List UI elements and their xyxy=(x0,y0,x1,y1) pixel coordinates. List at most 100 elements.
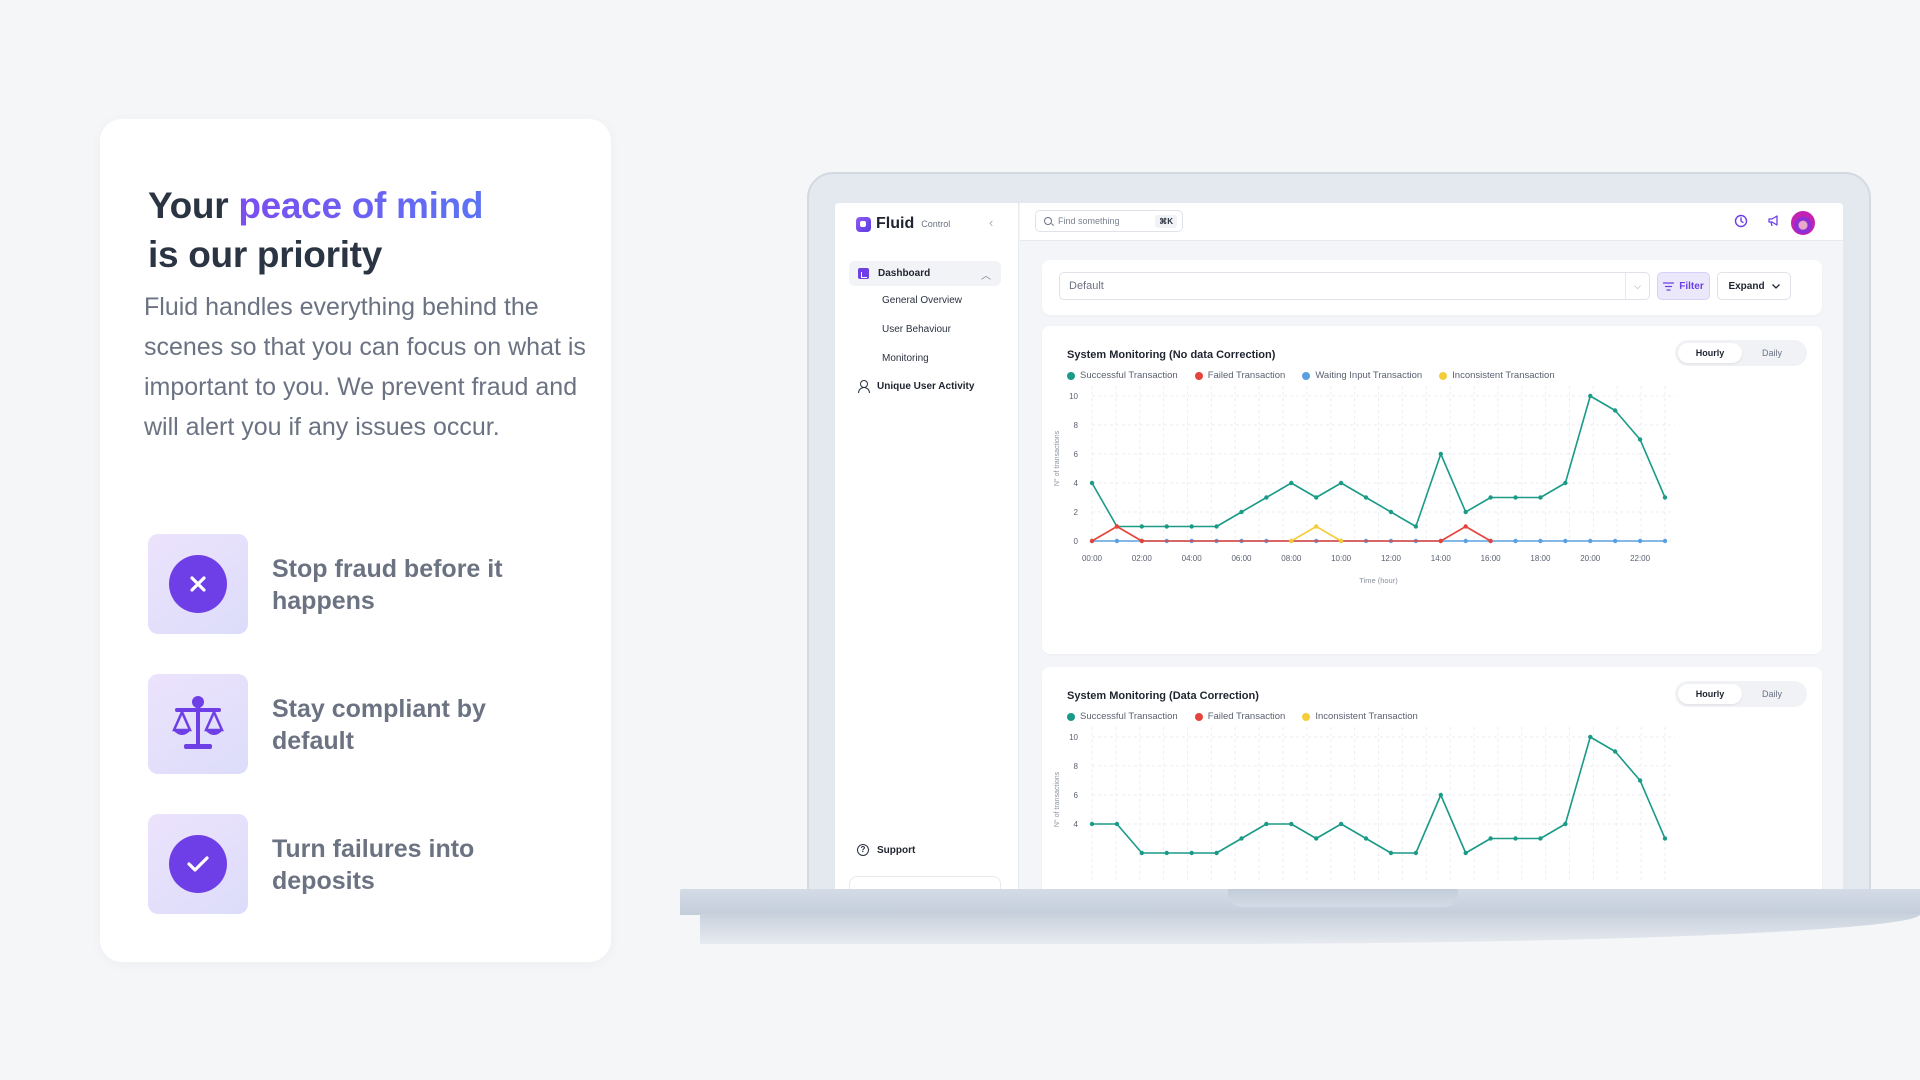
expand-button-label: Expand xyxy=(1728,280,1765,292)
sidebar-item-general-overview[interactable]: General Overview xyxy=(882,295,963,306)
topbar: ⌘K xyxy=(1020,203,1843,241)
brand-name: Fluid xyxy=(876,215,915,232)
scale-icon xyxy=(172,696,224,749)
legend-item[interactable]: Waiting Input Transaction xyxy=(1302,370,1422,381)
data-point xyxy=(1289,821,1294,827)
toggle-hourly[interactable]: Hourly xyxy=(1678,684,1742,704)
data-point xyxy=(1363,495,1369,500)
sidebar-footer[interactable] xyxy=(849,876,1001,889)
expand-button[interactable]: Expand xyxy=(1717,272,1791,300)
data-point xyxy=(1513,836,1518,841)
intro-text: Fluid handles everything behind the scen… xyxy=(144,293,586,441)
sidebar-item-unique-user-activity[interactable]: Unique User Activity xyxy=(857,380,974,393)
headline-accent: peace of mind xyxy=(238,185,484,226)
y-tick-label: 6 xyxy=(1074,791,1079,800)
data-point xyxy=(1463,538,1468,544)
view-select-value: Default xyxy=(1069,280,1104,292)
sidebar-item-support[interactable]: ? Support xyxy=(857,844,915,856)
data-point xyxy=(1239,509,1244,515)
data-point xyxy=(1662,836,1668,841)
search-box[interactable]: ⌘K xyxy=(1035,210,1183,232)
help-icon: ? xyxy=(857,844,869,856)
data-point xyxy=(1189,850,1194,856)
headline-part1: Your xyxy=(148,185,239,226)
legend-dot xyxy=(1067,712,1075,721)
data-point xyxy=(1388,850,1394,856)
data-point xyxy=(1438,538,1443,544)
feature-tile xyxy=(148,814,248,914)
toggle-daily[interactable]: Daily xyxy=(1761,348,1782,358)
data-point xyxy=(1214,524,1219,529)
granularity-toggle: Hourly Daily xyxy=(1675,681,1807,707)
headline-part2: is our priority xyxy=(148,234,382,275)
chevron-up-icon: ︿ xyxy=(981,271,991,282)
collapse-sidebar-icon[interactable]: ‹ xyxy=(989,215,994,230)
y-tick-label: 10 xyxy=(1069,392,1078,401)
feature-card: Your peace of mind is our priority Fluid… xyxy=(100,119,611,962)
check-icon xyxy=(169,835,227,893)
y-tick-label: 10 xyxy=(1069,733,1078,742)
feature-label: Stay compliant by default xyxy=(272,695,486,755)
search-shortcut: ⌘K xyxy=(1155,215,1177,228)
toggle-daily[interactable]: Daily xyxy=(1761,689,1782,699)
feature-label: Turn failures into deposits xyxy=(272,835,475,895)
feature-tile xyxy=(148,674,248,774)
legend-item[interactable]: Successful Transaction xyxy=(1067,711,1178,722)
data-point xyxy=(1264,821,1269,827)
data-point xyxy=(1563,821,1568,827)
data-point xyxy=(1513,495,1518,500)
data-point xyxy=(1139,538,1145,544)
data-point xyxy=(1538,495,1543,500)
legend-dot xyxy=(1302,371,1311,380)
legend-label: Successful Transaction xyxy=(1080,370,1178,381)
y-tick-label: 6 xyxy=(1074,450,1079,459)
data-point xyxy=(1413,524,1419,529)
y-axis-label: N° of transactions xyxy=(1053,771,1061,827)
legend-item[interactable]: Failed Transaction xyxy=(1194,370,1286,381)
laptop-base-shadow xyxy=(700,914,1920,944)
data-point xyxy=(1114,524,1120,529)
series-group xyxy=(1089,734,1668,856)
search-input[interactable] xyxy=(1058,216,1138,226)
x-tick-label: 02:00 xyxy=(1132,554,1153,563)
legend-label: Failed Transaction xyxy=(1207,370,1286,381)
y-tick-label: 4 xyxy=(1074,479,1079,488)
legend-item[interactable]: Inconsistent Transaction xyxy=(1302,711,1418,722)
headline: Your peace of mind is our priority xyxy=(148,181,484,279)
x-tick-label: 06:00 xyxy=(1231,554,1252,563)
data-point xyxy=(1563,538,1568,544)
data-point xyxy=(1139,850,1145,856)
x-tick-label: 00:00 xyxy=(1082,554,1103,563)
data-point xyxy=(1637,538,1643,544)
data-point xyxy=(1438,792,1443,798)
sidebar-item-monitoring[interactable]: Monitoring xyxy=(882,353,929,364)
megaphone-icon[interactable] xyxy=(1765,212,1783,230)
data-point xyxy=(1637,437,1643,442)
series-group xyxy=(1089,393,1668,544)
data-point xyxy=(1314,495,1319,500)
x-tick-label: 14:00 xyxy=(1431,554,1452,563)
data-point xyxy=(1314,524,1319,529)
legend-item[interactable]: Inconsistent Transaction xyxy=(1439,370,1555,381)
y-tick-label: 8 xyxy=(1074,762,1079,771)
avatar[interactable] xyxy=(1791,211,1815,235)
legend-dot xyxy=(1302,712,1311,721)
clock-icon[interactable] xyxy=(1732,212,1750,230)
sidebar-item-dashboard[interactable]: Dashboard ︿ xyxy=(849,261,1001,286)
filter-button[interactable]: Filter xyxy=(1657,272,1710,300)
legend-label: Inconsistent Transaction xyxy=(1315,711,1418,722)
y-tick-label: 4 xyxy=(1074,820,1079,829)
data-point xyxy=(1563,480,1568,486)
view-select[interactable]: Default ⌵ xyxy=(1059,272,1650,300)
legend-item[interactable]: Successful Transaction xyxy=(1067,370,1178,381)
sidebar-item-user-behaviour[interactable]: User Behaviour xyxy=(882,324,951,335)
toggle-hourly[interactable]: Hourly xyxy=(1678,343,1742,363)
data-point xyxy=(1463,850,1468,856)
data-point xyxy=(1314,836,1319,841)
legend-item[interactable]: Failed Transaction xyxy=(1194,711,1285,722)
brand-logo[interactable]: Fluid Control xyxy=(856,215,950,233)
chart-card-no-correction: System Monitoring (No data Correction) H… xyxy=(1042,326,1822,654)
data-point xyxy=(1089,480,1095,486)
filter-button-label: Filter xyxy=(1679,280,1704,292)
x-tick-label: 16:00 xyxy=(1481,554,1502,563)
